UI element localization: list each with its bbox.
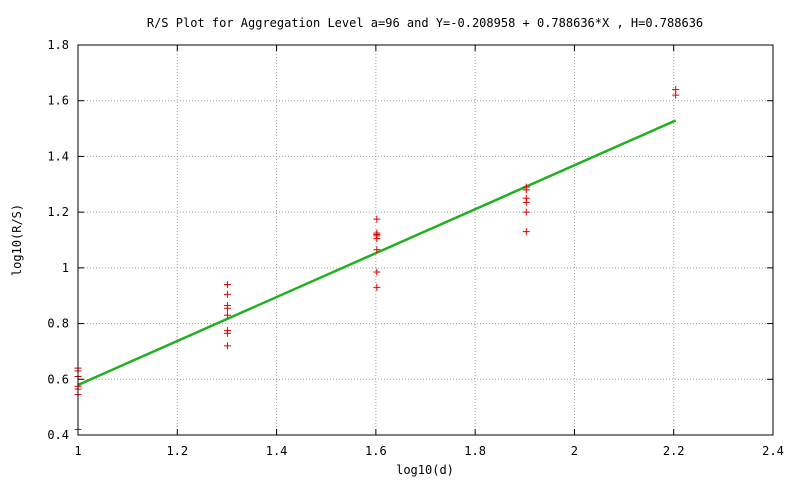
plot-frame: [77, 44, 774, 436]
data-point-marker: [522, 186, 530, 194]
data-point-marker: [223, 342, 231, 350]
grid: [78, 45, 773, 435]
x-tick-label: 1.2: [166, 444, 188, 458]
axis-ticks: 1 1.2 1.4 1.6 1.8 2 2.2 2.4 0.4 0.6 0.8 1 1.2 1.4 1.6 1…: [47, 38, 784, 458]
data-point-marker: [672, 91, 680, 99]
x-tick-label: 1.6: [365, 444, 387, 458]
data-point-marker: [223, 290, 231, 298]
x-axis-label: log10(d): [396, 463, 454, 477]
y-tick-label: 1: [62, 261, 69, 275]
data-point-marker: [522, 228, 530, 236]
data-point-marker: [522, 198, 530, 206]
x-tick-label: 1.8: [464, 444, 486, 458]
data-point-marker: [373, 283, 381, 291]
x-tick-label: 2.4: [762, 444, 784, 458]
y-axis-label: log10(R/S): [10, 204, 24, 276]
y-tick-label: 1.2: [47, 205, 69, 219]
data-point-marker: [373, 230, 381, 238]
data-point-marker: [223, 304, 231, 312]
x-tick-label: 1: [74, 444, 81, 458]
y-tick-label: 0.6: [47, 372, 69, 386]
data-point-marker: [373, 268, 381, 276]
data-point-marker: [373, 215, 381, 223]
data-points: [74, 86, 680, 433]
data-point-marker: [223, 281, 231, 289]
data-point-marker: [223, 329, 231, 337]
x-tick-label: 1.4: [266, 444, 288, 458]
x-tick-label: 2.2: [663, 444, 685, 458]
data-point-marker: [223, 311, 231, 319]
data-point-marker: [373, 246, 381, 254]
chart-title: R/S Plot for Aggregation Level a=96 and …: [147, 16, 703, 30]
y-tick-label: 0.4: [47, 428, 69, 442]
y-tick-label: 1.4: [47, 149, 69, 163]
y-tick-label: 1.6: [47, 94, 69, 108]
x-tick-label: 2: [571, 444, 578, 458]
y-tick-label: 1.8: [47, 38, 69, 52]
data-point-marker: [522, 208, 530, 216]
y-tick-label: 0.8: [47, 317, 69, 331]
